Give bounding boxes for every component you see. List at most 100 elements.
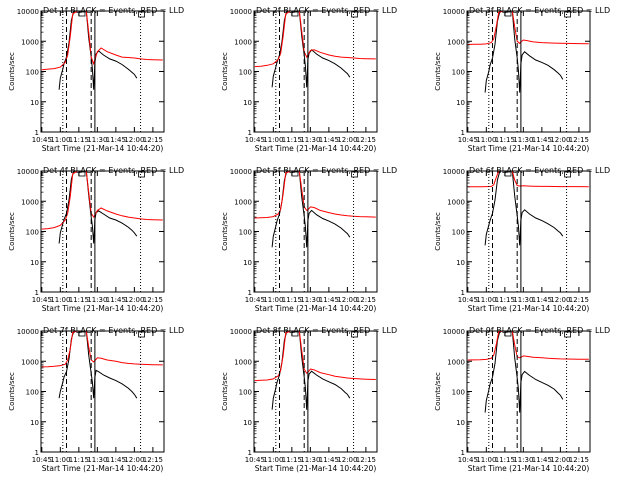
y-tick-label: 100: [26, 229, 39, 237]
x-axis-label: Start Time (21-Mar-14 10:44:20): [255, 304, 377, 313]
y-tick-label: 10: [243, 419, 252, 427]
x-tick-label: 11:00: [263, 456, 283, 464]
y-axis-label: Counts/sec: [221, 52, 229, 91]
x-tick-label: 11:45: [532, 136, 552, 144]
x-tick-label: 11:00: [263, 136, 283, 144]
y-tick-label: 10000: [443, 168, 465, 176]
x-tick-label: 12:15: [143, 296, 163, 304]
y-tick-label: 1: [461, 449, 465, 457]
y-tick-label: 10000: [230, 168, 252, 176]
x-tick-label: 12:15: [356, 136, 376, 144]
y-tick-label: 10: [30, 419, 39, 427]
x-tick-label: 11:15: [495, 456, 515, 464]
y-tick-label: 1000: [21, 198, 39, 206]
marker-box: [138, 171, 145, 178]
x-tick-label: 11:00: [50, 296, 70, 304]
x-tick-label: 12:00: [337, 136, 357, 144]
x-tick-label: 11:45: [532, 456, 552, 464]
x-tick-label: 11:30: [300, 136, 320, 144]
marker-box: [138, 11, 145, 18]
x-tick-label: 12:00: [124, 296, 144, 304]
y-tick-label: 10: [30, 259, 39, 267]
y-tick-label: 1: [35, 289, 39, 297]
y-tick-label: 10: [243, 99, 252, 107]
y-tick-label: 1000: [447, 38, 465, 46]
series-line-lld: [467, 331, 589, 361]
x-tick-label: 11:45: [106, 136, 126, 144]
y-tick-label: 10000: [17, 328, 39, 336]
x-axis-label: Start Time (21-Mar-14 10:44:20): [255, 144, 377, 153]
x-tick-label: 11:30: [87, 296, 107, 304]
y-tick-label: 1000: [234, 198, 252, 206]
x-axis-label: Start Time (21-Mar-14 10:44:20): [42, 464, 164, 473]
y-tick-label: 1: [248, 289, 252, 297]
y-tick-label: 10: [456, 259, 465, 267]
series-line-lld: [41, 331, 163, 368]
y-tick-label: 10: [30, 99, 39, 107]
x-tick-label: 11:30: [300, 456, 320, 464]
x-tick-label: 11:30: [513, 136, 533, 144]
y-axis-label: Counts/sec: [8, 212, 16, 251]
y-tick-label: 100: [452, 389, 465, 397]
marker-box: [564, 11, 571, 18]
x-axis-label: Start Time (21-Mar-14 10:44:20): [42, 304, 164, 313]
y-axis-label: Counts/sec: [434, 212, 442, 251]
x-tick-label: 10:45: [32, 456, 52, 464]
y-tick-label: 10000: [230, 328, 252, 336]
y-axis-label: Counts/sec: [221, 212, 229, 251]
x-tick-label: 12:00: [337, 296, 357, 304]
marker-box: [351, 331, 358, 338]
x-tick-label: 11:15: [282, 296, 302, 304]
y-tick-label: 1: [461, 129, 465, 137]
y-axis-label: Counts/sec: [8, 372, 16, 411]
marker-box: [351, 11, 358, 18]
y-axis-label: Counts/sec: [8, 52, 16, 91]
marker-box: [564, 171, 571, 178]
panel-det-8: Det 8f BLACK = Events, RED = LLD11010010…: [221, 326, 397, 473]
x-tick-label: 10:45: [32, 136, 52, 144]
x-tick-label: 11:45: [106, 296, 126, 304]
x-tick-label: 11:00: [263, 296, 283, 304]
x-axis-label: Start Time (21-Mar-14 10:44:20): [468, 144, 590, 153]
x-tick-label: 12:15: [143, 456, 163, 464]
x-tick-label: 11:30: [300, 296, 320, 304]
y-tick-label: 1: [35, 449, 39, 457]
x-tick-label: 12:15: [569, 296, 589, 304]
x-tick-label: 11:15: [282, 136, 302, 144]
x-tick-label: 10:45: [245, 136, 265, 144]
y-tick-label: 10000: [443, 8, 465, 16]
marker-box: [351, 171, 358, 178]
y-tick-label: 10: [456, 99, 465, 107]
y-tick-label: 100: [239, 389, 252, 397]
x-tick-label: 10:45: [245, 296, 265, 304]
x-tick-label: 10:45: [458, 296, 478, 304]
y-tick-label: 1000: [234, 38, 252, 46]
y-tick-label: 100: [239, 229, 252, 237]
y-tick-label: 1000: [21, 38, 39, 46]
y-tick-label: 1: [248, 129, 252, 137]
x-tick-label: 11:15: [69, 136, 89, 144]
x-tick-label: 12:00: [550, 296, 570, 304]
x-axis-label: Start Time (21-Mar-14 10:44:20): [42, 144, 164, 153]
series-line-lld: [41, 11, 163, 71]
x-tick-label: 12:00: [337, 456, 357, 464]
x-tick-label: 12:00: [550, 456, 570, 464]
x-tick-label: 10:45: [32, 296, 52, 304]
x-tick-label: 11:00: [476, 296, 496, 304]
x-tick-label: 11:15: [282, 456, 302, 464]
x-tick-label: 12:00: [550, 136, 570, 144]
y-tick-label: 1: [35, 129, 39, 137]
y-axis-label: Counts/sec: [434, 372, 442, 411]
marker-box: [138, 331, 145, 338]
y-tick-label: 1000: [234, 358, 252, 366]
x-tick-label: 12:15: [356, 296, 376, 304]
x-tick-label: 12:00: [124, 456, 144, 464]
series-line-lld: [254, 331, 376, 382]
x-tick-label: 11:45: [106, 456, 126, 464]
x-tick-label: 10:45: [245, 456, 265, 464]
x-axis-label: Start Time (21-Mar-14 10:44:20): [468, 304, 590, 313]
series-line-lld: [41, 171, 163, 230]
